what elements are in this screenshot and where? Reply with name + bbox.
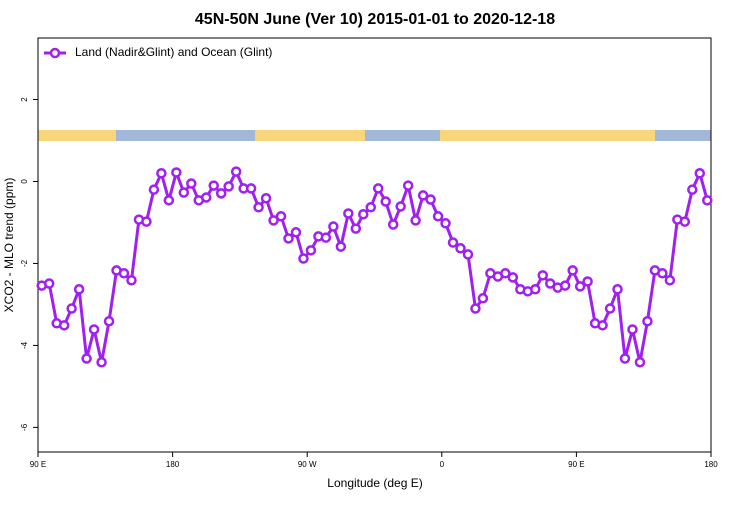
point	[574, 281, 586, 292]
y-axis-label: XCO2 - MLO trend (ppm)	[2, 178, 16, 313]
point	[440, 218, 451, 229]
point	[201, 192, 212, 203]
point	[118, 268, 130, 279]
point	[103, 315, 115, 327]
point	[268, 215, 279, 226]
point	[223, 181, 234, 192]
x-axis-label: Longitude (deg E)	[327, 476, 422, 490]
point	[507, 272, 519, 283]
point	[500, 268, 511, 279]
point	[163, 195, 175, 206]
point	[619, 353, 631, 364]
point	[208, 180, 219, 191]
chart-title: 45N-50N June (Ver 10) 2015-01-01 to 2020…	[195, 11, 555, 28]
map-strip	[38, 130, 711, 141]
legend-marker	[49, 47, 61, 59]
x-tick-label: 180	[166, 460, 180, 469]
point	[702, 195, 713, 206]
y-tick-label: 2	[20, 97, 29, 102]
plot-frame	[37, 37, 712, 453]
point	[544, 278, 556, 289]
point	[642, 315, 653, 327]
point	[298, 253, 309, 264]
y-tick-label: 0	[20, 179, 29, 184]
point	[253, 202, 264, 213]
point	[387, 219, 399, 230]
point	[245, 183, 257, 194]
legend: Land (Nadir&Glint) and Ocean (Glint)	[44, 45, 272, 59]
point	[582, 276, 593, 287]
point	[178, 187, 190, 198]
point	[141, 216, 152, 227]
point	[410, 215, 421, 226]
point	[470, 303, 481, 314]
x-tick-label: 90 E	[30, 460, 46, 469]
point	[537, 270, 548, 281]
point	[530, 284, 541, 295]
point	[477, 293, 489, 304]
point	[81, 353, 92, 364]
point	[283, 233, 294, 244]
point	[627, 324, 638, 335]
point	[335, 241, 347, 252]
x-tick-label: 90 W	[298, 460, 317, 469]
point	[634, 356, 646, 368]
y-tick-label: -2	[20, 259, 29, 267]
point	[687, 184, 698, 195]
point	[432, 211, 444, 222]
point	[462, 249, 474, 260]
point	[230, 166, 242, 177]
point	[275, 211, 287, 222]
point	[395, 201, 406, 212]
point	[215, 188, 227, 199]
point	[455, 243, 466, 254]
point	[343, 208, 354, 219]
y-tick-label: -6	[20, 423, 29, 431]
point	[58, 320, 70, 331]
point	[290, 227, 302, 238]
series-line	[41, 167, 709, 363]
point	[417, 190, 429, 201]
point	[657, 268, 668, 279]
x-tick-label: 0	[440, 460, 445, 469]
point	[402, 180, 414, 191]
point	[559, 280, 571, 291]
point	[604, 303, 616, 314]
x-tick-label: 180	[704, 460, 718, 469]
point	[328, 221, 339, 232]
point	[350, 223, 362, 234]
legend-label: Land (Nadir&Glint) and Ocean (Glint)	[75, 45, 272, 59]
point	[380, 196, 391, 207]
point	[126, 275, 137, 286]
point	[679, 216, 691, 227]
point	[88, 324, 100, 335]
point	[186, 178, 197, 189]
point	[567, 265, 578, 276]
point	[694, 168, 706, 179]
point	[664, 275, 676, 286]
point	[372, 183, 384, 194]
point	[320, 232, 332, 243]
point	[148, 184, 160, 195]
point	[597, 320, 608, 331]
point	[171, 167, 182, 178]
point	[612, 284, 623, 295]
point	[365, 202, 377, 213]
point	[66, 303, 77, 314]
x-tick-label: 90 E	[568, 460, 584, 469]
point	[358, 209, 369, 220]
point	[156, 168, 167, 179]
point	[425, 194, 436, 205]
point	[260, 193, 272, 204]
y-tick-label: -4	[20, 341, 29, 349]
point	[73, 284, 85, 295]
point	[447, 237, 459, 248]
point	[96, 356, 107, 368]
point	[305, 245, 317, 256]
point	[43, 278, 55, 289]
